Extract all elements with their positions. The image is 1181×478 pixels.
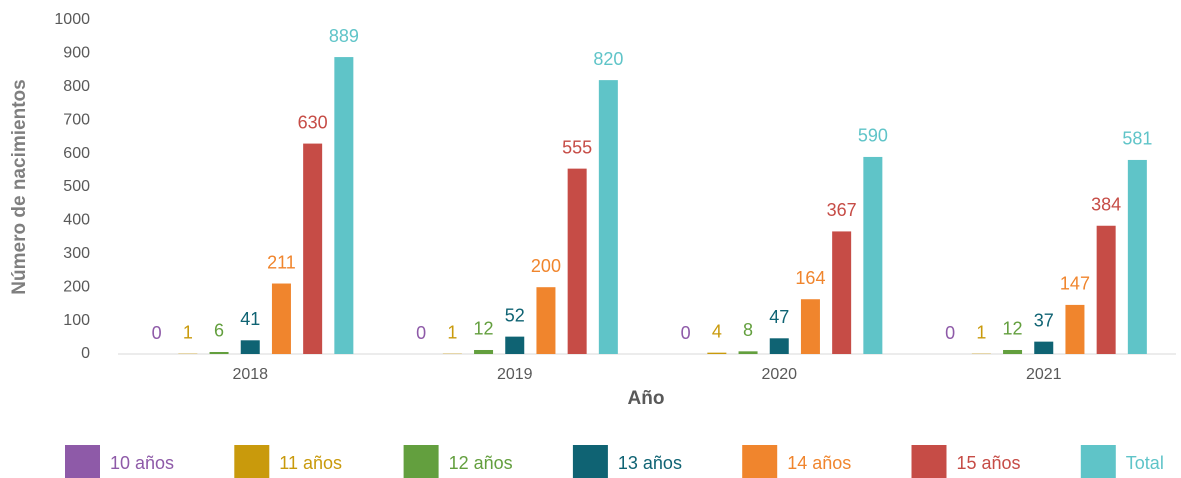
data-label: 555 (562, 137, 592, 157)
data-label: 367 (827, 200, 857, 220)
legend-swatch (911, 445, 947, 478)
data-label: 820 (593, 49, 623, 69)
legend-swatch (234, 445, 270, 478)
y-axis-title: Número de nacimientos (9, 79, 30, 294)
data-label: 0 (152, 323, 162, 343)
bar (738, 351, 758, 354)
y-tick-label: 800 (63, 78, 90, 95)
legend-swatch (572, 445, 608, 478)
data-label: 889 (329, 26, 359, 46)
bar (567, 168, 587, 354)
data-label: 590 (858, 126, 888, 146)
y-tick-label: 600 (63, 145, 90, 162)
bar (1127, 159, 1147, 354)
data-label: 47 (769, 307, 789, 327)
data-label: 581 (1122, 129, 1152, 149)
data-label: 1 (976, 322, 986, 342)
y-tick-label: 1000 (54, 11, 90, 28)
data-label: 0 (416, 323, 426, 343)
data-label: 12 (474, 319, 494, 339)
bar (1003, 349, 1023, 354)
legend-swatch (742, 445, 778, 478)
legend-label: 11 años (279, 453, 342, 473)
legend-swatch (65, 445, 100, 478)
data-label: 200 (531, 256, 561, 276)
y-tick-label: 200 (63, 278, 90, 295)
x-tick-label: 2019 (497, 366, 533, 383)
data-label: 164 (795, 268, 825, 288)
legend-swatch (1080, 445, 1116, 478)
x-tick-label: 2018 (232, 366, 268, 383)
y-tick-label: 300 (63, 245, 90, 262)
legend-label: 15 años (957, 453, 1021, 473)
data-label: 8 (743, 320, 753, 340)
data-label: 211 (267, 252, 296, 272)
data-label: 630 (298, 112, 328, 132)
bar (271, 283, 291, 354)
data-label: 384 (1091, 194, 1121, 214)
data-label: 12 (1003, 319, 1023, 339)
y-tick-label: 900 (63, 45, 90, 62)
data-label: 1 (183, 322, 193, 342)
data-label: 52 (505, 305, 525, 325)
y-tick-label: 700 (63, 111, 90, 128)
data-label: 1 (447, 322, 457, 342)
legend-label: 13 años (618, 453, 682, 473)
data-label: 41 (240, 309, 260, 329)
data-label: 0 (945, 323, 955, 343)
data-label: 0 (681, 323, 691, 343)
bar (334, 57, 354, 354)
bar (240, 340, 260, 354)
data-label: 37 (1034, 310, 1054, 330)
legend-label: 12 años (449, 453, 513, 473)
bar (1034, 341, 1054, 354)
data-label: 147 (1060, 274, 1090, 294)
bar (474, 349, 494, 354)
bar (832, 231, 852, 354)
bar (598, 80, 618, 355)
data-label: 6 (214, 321, 224, 341)
bar (863, 156, 883, 354)
bar (303, 143, 323, 354)
y-tick-label: 400 (63, 212, 90, 229)
legend-label: Total (1126, 453, 1164, 473)
legend-label: 10 años (110, 453, 174, 473)
y-tick-label: 0 (81, 345, 90, 362)
bar (707, 352, 727, 354)
y-tick-label: 100 (63, 312, 90, 329)
x-axis-title: Año (628, 388, 665, 409)
bar (536, 287, 556, 354)
bar (1065, 304, 1085, 354)
data-label: 4 (712, 321, 722, 341)
legend-swatch (403, 445, 439, 478)
bar (1096, 225, 1116, 354)
y-tick-label: 500 (63, 178, 90, 195)
bar (800, 299, 820, 354)
bar (505, 336, 525, 354)
x-tick-label: 2020 (761, 366, 797, 383)
bar (209, 351, 229, 354)
bar (769, 338, 789, 354)
x-tick-label: 2021 (1026, 366, 1062, 383)
legend-label: 14 años (787, 453, 851, 473)
